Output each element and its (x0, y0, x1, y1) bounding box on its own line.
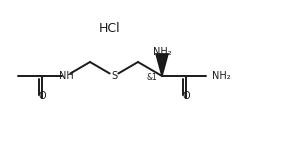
Text: NH₂: NH₂ (212, 71, 231, 81)
Text: &1: &1 (146, 73, 157, 82)
Polygon shape (155, 53, 169, 76)
Text: NH₂: NH₂ (153, 47, 171, 57)
Text: NH: NH (59, 71, 73, 81)
Text: O: O (182, 91, 190, 101)
Text: HCl: HCl (99, 22, 121, 34)
Text: S: S (111, 71, 117, 81)
Text: O: O (38, 91, 46, 101)
